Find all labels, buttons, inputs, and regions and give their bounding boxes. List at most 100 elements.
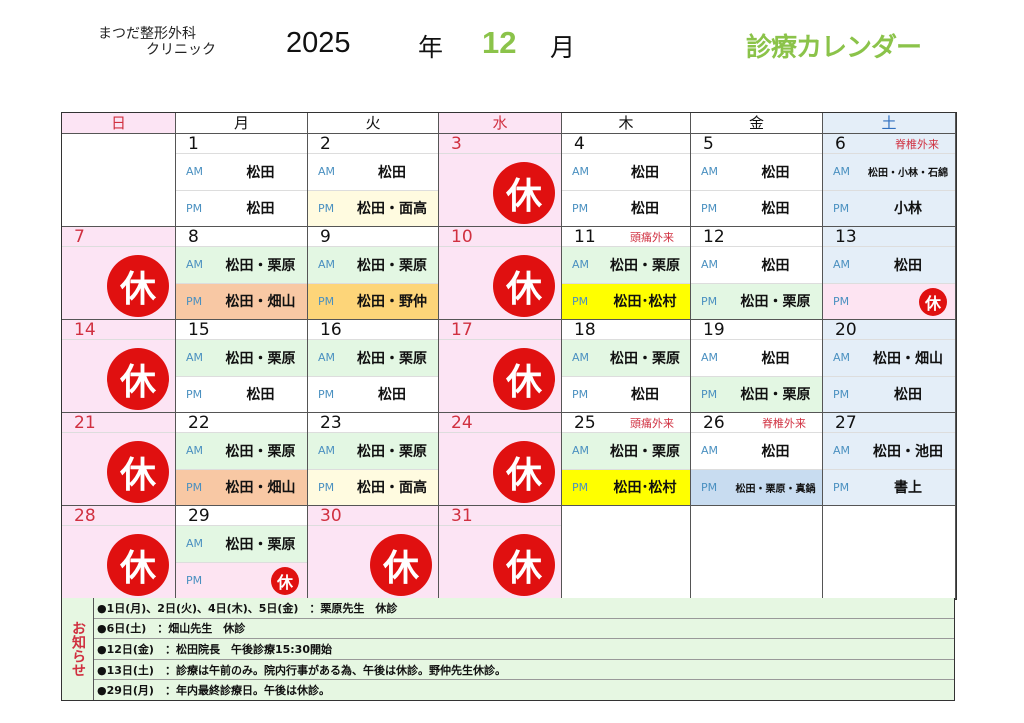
- pm-label: PM: [572, 480, 589, 494]
- closed-badge-icon: 休: [493, 534, 555, 596]
- pm-slot: PM 書上: [823, 469, 955, 505]
- day-cell: 11 頭痛外来 AM 松田・栗原 PM 松田･松村: [562, 227, 691, 320]
- weekday-header: 水: [439, 113, 562, 134]
- doctor-names: 松田・面高: [357, 201, 427, 218]
- doctor-names: 松田・栗原: [610, 257, 680, 274]
- date-row: 29: [176, 506, 307, 526]
- year: 2025: [286, 27, 351, 59]
- date-number: 5: [703, 133, 714, 154]
- date-number: 21: [74, 412, 96, 433]
- date-row: 27: [823, 413, 955, 433]
- day-cell: [691, 506, 823, 599]
- am-slot: AM 松田・小林・石綿: [823, 154, 955, 191]
- pm-label: PM: [572, 294, 589, 308]
- pm-slot: PM 松田・栗原: [691, 283, 822, 319]
- month-suffix: 月: [550, 33, 576, 62]
- am-slot: AM 松田・栗原: [308, 433, 438, 470]
- am-label: AM: [186, 537, 204, 551]
- pm-label: PM: [318, 387, 335, 401]
- date-row: 30: [308, 506, 438, 526]
- date-row: 5: [691, 134, 822, 154]
- notice-item: ●12日(金) ：松田院長 午後診療15:30開始: [94, 639, 954, 660]
- page-title: 診療カレンダー: [746, 33, 922, 63]
- doctor-names: 松田: [246, 201, 275, 218]
- pm-slot: PM 松田: [176, 376, 307, 412]
- date-row: 25 頭痛外来: [562, 413, 690, 433]
- pm-slot: PM 松田・畑山: [176, 469, 307, 505]
- day-cell: 1 AM 松田 PM 松田: [176, 134, 308, 227]
- am-label: AM: [186, 351, 204, 365]
- closed-badge-icon: 休: [107, 441, 169, 503]
- doctor-names: 松田: [761, 164, 790, 181]
- date-number: 22: [188, 412, 210, 433]
- date-row: 2: [308, 134, 438, 154]
- doctor-names: 松田・野仲: [357, 294, 427, 311]
- day-cell: 25 頭痛外来 AM 松田・栗原 PM 松田･松村: [562, 413, 691, 506]
- date-number: 10: [451, 226, 473, 247]
- day-cell: 20 AM 松田・畑山 PM 松田: [823, 320, 956, 413]
- am-label: AM: [701, 351, 719, 365]
- date-row: 12: [691, 227, 822, 247]
- doctor-names: 松田･松村: [613, 294, 677, 311]
- doctor-names: 松田: [894, 387, 922, 404]
- weekday-header: 金: [691, 113, 823, 134]
- am-slot: AM 松田: [691, 340, 822, 377]
- date-number: 4: [574, 133, 585, 154]
- pm-slot: PM 休: [176, 562, 307, 598]
- am-label: AM: [572, 165, 590, 179]
- pm-label: PM: [318, 480, 335, 494]
- pm-label: PM: [186, 387, 203, 401]
- date-number: 16: [320, 319, 342, 340]
- pm-slot: PM 松田・野仲: [308, 283, 438, 319]
- pm-slot: PM 松田: [562, 190, 690, 226]
- day-cell: 5 AM 松田 PM 松田: [691, 134, 823, 227]
- clinic-note: 頭痛外来: [630, 416, 674, 430]
- month: 12: [482, 25, 517, 60]
- date-row: 11 頭痛外来: [562, 227, 690, 247]
- day-cell: 30 休: [308, 506, 439, 599]
- year-suffix: 年: [418, 33, 444, 62]
- date-row: 20: [823, 320, 955, 340]
- doctor-names: 松田: [631, 164, 659, 181]
- day-cell: 4 AM 松田 PM 松田: [562, 134, 691, 227]
- am-label: AM: [833, 351, 851, 365]
- doctor-names: 松田: [761, 350, 790, 367]
- am-label: AM: [701, 165, 719, 179]
- day-cell: 15 AM 松田・栗原 PM 松田: [176, 320, 308, 413]
- date-row: 3: [439, 134, 561, 154]
- date-number: 9: [320, 226, 331, 247]
- am-label: AM: [701, 258, 719, 272]
- date-row: 13: [823, 227, 955, 247]
- day-cell: 27 AM 松田・池田 PM 書上: [823, 413, 956, 506]
- day-cell: 17 休: [439, 320, 562, 413]
- day-cell: 6 脊椎外来 AM 松田・小林・石綿 PM 小林: [823, 134, 956, 227]
- doctor-names: 松田・栗原: [357, 350, 427, 367]
- pm-slot: PM 松田･松村: [562, 283, 690, 319]
- date-number: 12: [703, 226, 725, 247]
- am-label: AM: [833, 165, 851, 179]
- notice-item: ●1日(月)、2日(火)、4日(木)、5日(金) ：栗原先生 休診: [94, 598, 954, 619]
- doctor-names: 小林: [894, 201, 922, 218]
- pm-label: PM: [186, 573, 203, 587]
- date-number: 3: [451, 133, 462, 154]
- date-number: 31: [451, 505, 473, 526]
- pm-slot: PM 松田: [562, 376, 690, 412]
- am-label: AM: [701, 444, 719, 458]
- doctor-names: 松田・栗原: [610, 443, 680, 460]
- am-slot: AM 松田: [308, 154, 438, 191]
- pm-label: PM: [833, 480, 850, 494]
- date-number: 28: [74, 505, 96, 526]
- closed-badge-icon: 休: [919, 287, 947, 316]
- day-cell: 21 休: [62, 413, 176, 506]
- weekday-header: 火: [308, 113, 439, 134]
- pm-slot: PM 松田・栗原・真鍋: [691, 469, 822, 505]
- doctor-names: 松田・栗原: [740, 387, 811, 404]
- pm-slot: PM 小林: [823, 190, 955, 226]
- date-row: 4: [562, 134, 690, 154]
- closed-badge-icon: 休: [107, 534, 169, 596]
- pm-slot: PM 松田・面高: [308, 469, 438, 505]
- notice-item: ●6日(土) ：畑山先生 休診: [94, 619, 954, 640]
- doctor-names: 松田・栗原: [225, 350, 296, 367]
